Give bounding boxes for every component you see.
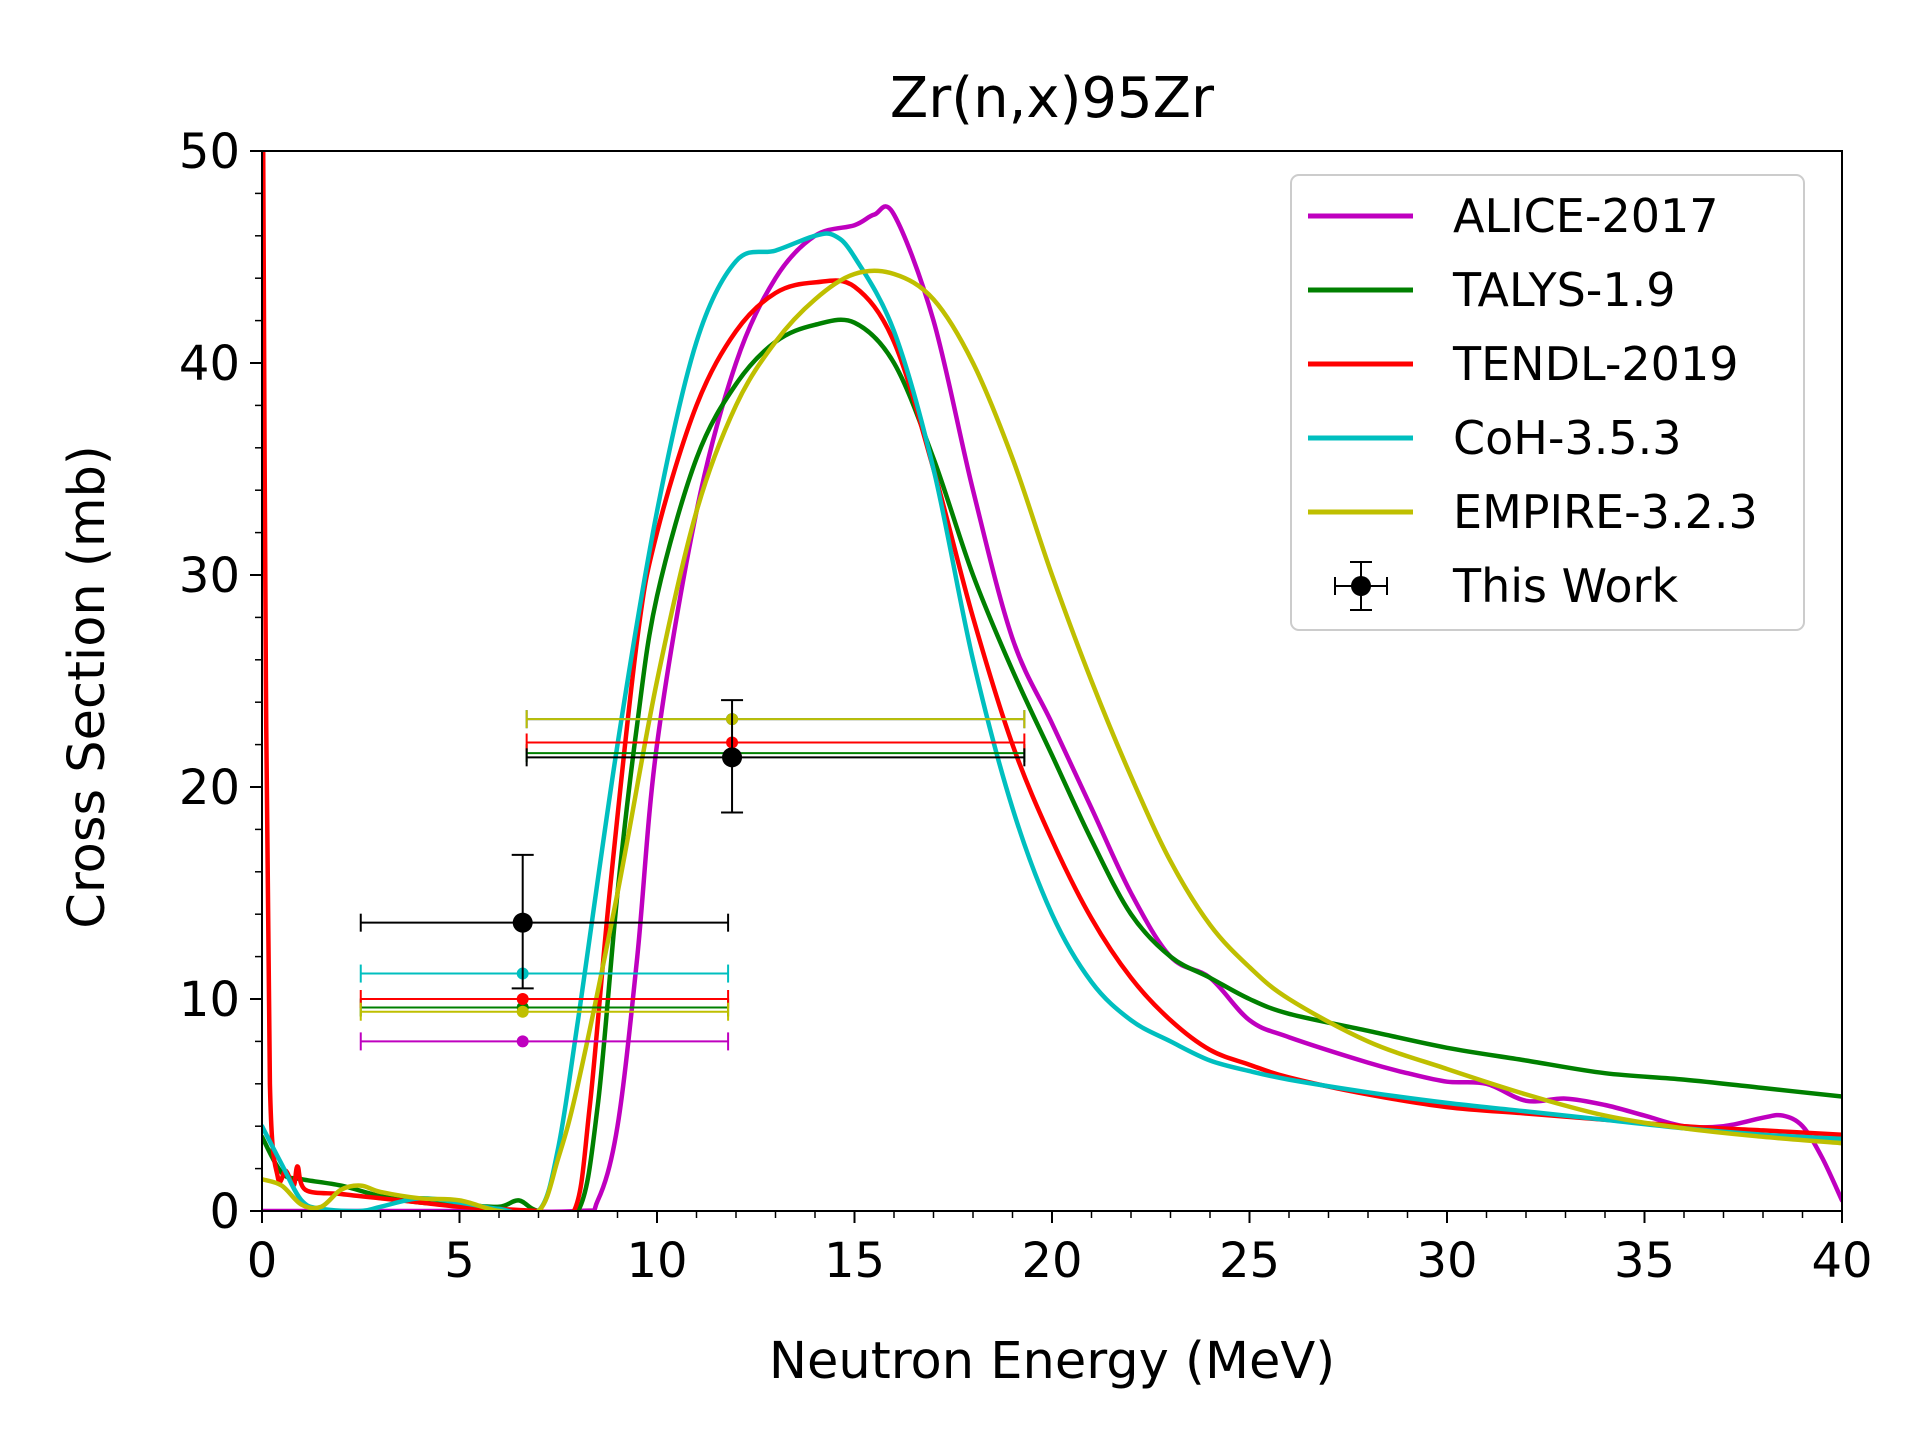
legend: ALICE-2017 TALYS-1.9 TENDL-2019 CoH-3.5.3 EM… (1290, 174, 1805, 631)
legend-label-this-work: This Work (1452, 559, 1678, 613)
experimental-point-1 (525, 699, 1026, 814)
y-tick-label-5: 50 (179, 124, 240, 180)
chart-title: Zr(n,x)95Zr (890, 66, 1215, 131)
series-line-alice-2017 (262, 204, 1842, 1211)
y-tick-label-4: 40 (179, 336, 240, 392)
y-tick-label-1: 10 (179, 972, 240, 1028)
legend-entry-coh-3-5-3: CoH-3.5.3 (1308, 411, 1682, 465)
model-marker-alice-2017-0 (359, 1032, 730, 1051)
legend-entry-this-work: This Work (1334, 559, 1678, 613)
legend-label-empire-3-2-3: EMPIRE-3.2.3 (1453, 485, 1758, 539)
legend-label-alice-2017: ALICE-2017 (1453, 189, 1719, 243)
model-marker-talys-1-9-1 (525, 744, 1026, 763)
model-marker-talys-1-9-0 (359, 998, 730, 1017)
y-tick-label-0: 0 (209, 1184, 240, 1240)
x-tick-label-0: 0 (247, 1233, 278, 1289)
y-tick-label-2: 20 (179, 760, 240, 816)
legend-entry-talys-1-9: TALYS-1.9 (1308, 263, 1676, 317)
experimental-point-0 (359, 853, 730, 990)
series-line-empire-3-2-3 (262, 268, 1842, 1211)
legend-swatch (1351, 576, 1371, 596)
legend-label-tendl-2019: TENDL-2019 (1452, 337, 1738, 391)
x-tick-label-6: 30 (1416, 1233, 1477, 1289)
model-marker-empire-3-2-3-0 (359, 1002, 730, 1021)
x-tick-label-5: 25 (1219, 1233, 1280, 1289)
legend-frame (1290, 174, 1805, 631)
model-marker-empire-3-2-3-1 (525, 710, 1026, 729)
y-tick-label-3: 30 (179, 548, 240, 604)
x-tick-label-3: 15 (824, 1233, 885, 1289)
x-tick-label-1: 5 (444, 1233, 475, 1289)
x-tick-label-4: 20 (1021, 1233, 1082, 1289)
model-marker-tendl-2019-1 (525, 733, 1026, 752)
legend-entry-tendl-2019: TENDL-2019 (1308, 337, 1738, 391)
legend-entry-alice-2017: ALICE-2017 (1308, 189, 1719, 243)
experimental-layer (359, 699, 1026, 990)
legend-label-coh-3-5-3: CoH-3.5.3 (1453, 411, 1682, 465)
x-tick-label-7: 35 (1614, 1233, 1675, 1289)
model-marker-coh-3-5-3-0 (359, 964, 730, 983)
x-tick-label-8: 40 (1811, 1233, 1872, 1289)
legend-label-talys-1-9: TALYS-1.9 (1452, 263, 1676, 317)
x-axis-title: Neutron Energy (MeV) (769, 1332, 1335, 1391)
model-marker-tendl-2019-0 (359, 990, 730, 1008)
series-layer (262, 151, 1842, 1211)
x-tick-label-2: 10 (626, 1233, 687, 1289)
y-axis-title: Cross Section (mb) (58, 445, 117, 929)
markers-layer (359, 710, 1026, 1051)
axes-layer: 0 5 10 15 20 25 30 35 40 0 10 20 30 40 50 (179, 124, 1873, 1289)
legend-entry-empire-3-2-3: EMPIRE-3.2.3 (1308, 485, 1758, 539)
